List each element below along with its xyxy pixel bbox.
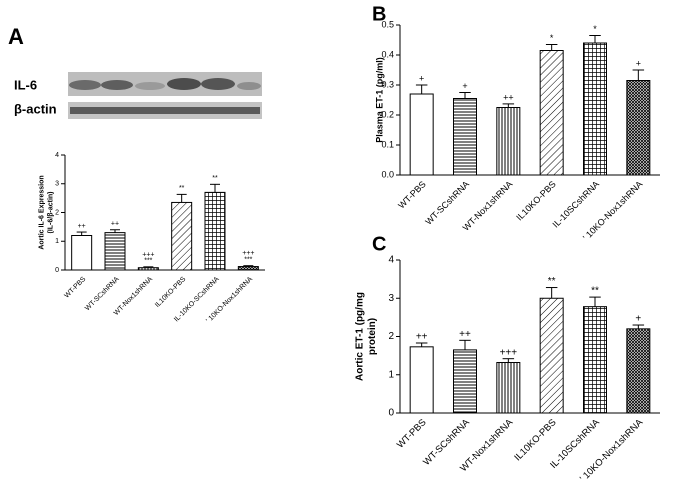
bar [171,201,193,271]
significance-label: ** [548,276,556,287]
significance-label: *** [144,258,152,265]
significance-label: ++ [459,329,471,340]
y-tick-label: 0.0 [381,169,394,179]
blot-label: IL-6 [14,77,37,92]
y-tick-label: 1 [55,238,59,245]
bar [583,42,607,176]
bar [496,362,521,414]
x-tick-label: WT-PBS [63,276,87,300]
y-axis-label: (IL-6/β-actin) [47,192,54,234]
blot-label: β-actin [14,101,57,116]
significance-label: ** [591,286,599,297]
x-tick-label: WT-SCshRNA [84,276,121,313]
x-tick-label: IL10KO-PBS [512,417,558,463]
significance-label: + [462,81,467,91]
bar [71,235,93,271]
y-tick-label: 0.4 [381,49,394,59]
y-tick-label: 2 [55,209,59,216]
bar [104,232,126,271]
bar [626,328,651,414]
y-tick-label: 0.1 [381,139,394,149]
y-tick-label: 0.5 [381,19,394,29]
significance-label: * [550,33,554,43]
y-tick-label: 0 [55,267,59,274]
y-tick-label: 1 [388,369,394,380]
bar [237,266,259,271]
bar [453,349,477,414]
significance-label: ** [179,185,185,192]
y-axis-label: Aortic ET-1 (pg/mg [355,292,366,381]
x-tick-label: WT-PBS [396,179,427,210]
significance-label: ** [212,175,218,182]
panel-label: B [372,3,386,25]
significance-label: +++ [242,250,254,257]
y-tick-label: 0.3 [381,79,394,89]
bar [539,50,564,176]
bar [204,191,226,271]
significance-label: + [635,314,641,325]
significance-label: ++ [111,221,119,228]
y-tick-label: 4 [55,152,59,159]
x-tick-label: IL10KO-PBS [154,276,188,310]
y-tick-label: 4 [388,255,394,266]
bar [137,267,159,271]
western-blot [68,72,262,119]
bar [539,297,564,414]
significance-label: ++ [503,92,514,102]
y-axis-label: Aortic IL-6 Expression [39,175,46,249]
y-axis-label: Plasma ET-1 (pg/ml) [374,57,384,143]
bar [453,98,477,176]
significance-label: +++ [142,251,154,258]
significance-label: +++ [500,347,518,358]
bar [496,107,521,176]
x-tick-label: IL10KO-PBS [514,179,558,223]
bar [409,346,434,414]
y-tick-label: 3 [388,293,394,304]
significance-label: ++ [78,223,86,230]
bar [626,80,651,176]
significance-label: ++ [416,332,428,343]
significance-label: * [593,24,597,34]
y-tick-label: 2 [388,331,394,342]
y-tick-label: 0.2 [381,109,394,119]
significance-label: + [636,58,641,68]
panel-label: A [8,24,24,49]
bar [583,306,607,414]
x-tick-label: WT-PBS [395,417,429,451]
panel-label: C [372,233,386,255]
y-axis-label: protein) [367,318,378,355]
bar [409,93,434,176]
x-tick-label: WT-SCshRNA [423,179,471,227]
significance-label: *** [244,257,252,264]
y-tick-label: 0 [388,408,394,419]
significance-label: + [419,73,424,83]
y-tick-label: 3 [55,181,59,188]
